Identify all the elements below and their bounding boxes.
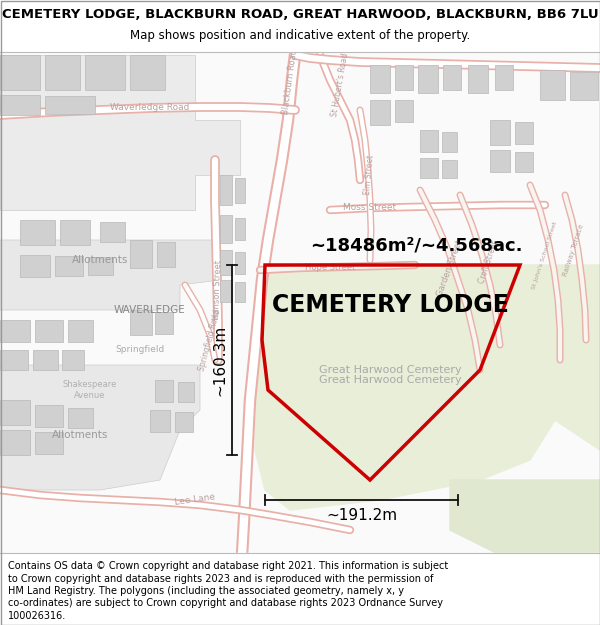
Text: CEMETERY LODGE: CEMETERY LODGE: [272, 293, 508, 317]
Text: Allotments: Allotments: [72, 255, 128, 265]
Text: Hope Street: Hope Street: [305, 262, 355, 271]
Text: Lee Lane: Lee Lane: [174, 492, 216, 508]
Bar: [130, 310, 152, 335]
Bar: [370, 100, 390, 125]
Bar: [420, 130, 438, 152]
Text: WAVERLEDGE: WAVERLEDGE: [114, 305, 186, 315]
Text: ~18486m²/~4.568ac.: ~18486m²/~4.568ac.: [310, 236, 523, 254]
Bar: [155, 312, 173, 334]
Bar: [33, 350, 58, 370]
Text: Allotments: Allotments: [52, 430, 108, 440]
Polygon shape: [255, 265, 555, 510]
Bar: [0, 430, 30, 455]
Bar: [515, 152, 533, 172]
Bar: [0, 55, 40, 90]
Bar: [20, 220, 55, 245]
Text: Springfield: Springfield: [115, 346, 164, 354]
Bar: [420, 158, 438, 178]
Bar: [570, 72, 598, 100]
Text: Contains OS data © Crown copyright and database right 2021. This information is : Contains OS data © Crown copyright and d…: [8, 561, 448, 571]
Text: St Hubert's Road: St Hubert's Road: [330, 52, 350, 118]
Text: ~191.2m: ~191.2m: [326, 509, 397, 524]
Bar: [235, 282, 245, 302]
Text: St John's School Street: St John's School Street: [532, 221, 559, 289]
Text: Map shows position and indicative extent of the property.: Map shows position and indicative extent…: [130, 29, 470, 42]
Bar: [35, 405, 63, 427]
Bar: [540, 70, 565, 100]
Bar: [88, 257, 113, 275]
Bar: [130, 240, 152, 268]
Text: Croft Street: Croft Street: [477, 239, 499, 284]
Bar: [220, 280, 232, 302]
Bar: [0, 320, 30, 342]
Bar: [45, 96, 95, 114]
Bar: [395, 100, 413, 122]
Text: Great Harwood Cemetery: Great Harwood Cemetery: [319, 375, 461, 385]
Bar: [442, 160, 457, 178]
Bar: [490, 120, 510, 145]
Bar: [60, 220, 90, 245]
Bar: [157, 242, 175, 267]
Bar: [20, 255, 50, 277]
Bar: [55, 256, 83, 276]
Bar: [220, 215, 232, 243]
Polygon shape: [0, 55, 240, 210]
Bar: [62, 350, 84, 370]
Text: Hanson Street: Hanson Street: [212, 260, 224, 320]
Bar: [220, 175, 232, 205]
Bar: [0, 95, 40, 115]
Polygon shape: [520, 265, 600, 450]
Bar: [68, 408, 93, 428]
Bar: [155, 380, 173, 402]
Text: Moss Street: Moss Street: [343, 202, 397, 211]
Text: Great Harwood Cemetery: Great Harwood Cemetery: [319, 365, 461, 375]
Text: Springfield Road: Springfield Road: [197, 308, 223, 372]
Bar: [468, 65, 488, 93]
Bar: [0, 52, 600, 553]
Bar: [178, 382, 194, 402]
Bar: [35, 320, 63, 342]
Bar: [130, 55, 165, 90]
Text: Railway Terrace: Railway Terrace: [563, 223, 585, 277]
Bar: [45, 55, 80, 90]
Bar: [515, 122, 533, 144]
Bar: [68, 320, 93, 342]
Bar: [235, 218, 245, 240]
Bar: [220, 250, 232, 275]
Text: to Crown copyright and database rights 2023 and is reproduced with the permissio: to Crown copyright and database rights 2…: [8, 574, 433, 584]
Bar: [370, 65, 390, 93]
Bar: [490, 150, 510, 172]
Bar: [150, 410, 170, 432]
Polygon shape: [0, 240, 220, 310]
Bar: [100, 222, 125, 242]
Bar: [0, 553, 600, 625]
Bar: [0, 400, 30, 425]
Text: ~160.3m: ~160.3m: [212, 324, 227, 396]
Text: Waverledge Road: Waverledge Road: [110, 104, 190, 112]
Bar: [418, 65, 438, 93]
Text: HM Land Registry. The polygons (including the associated geometry, namely x, y: HM Land Registry. The polygons (includin…: [8, 586, 404, 596]
Polygon shape: [450, 480, 600, 555]
Polygon shape: [0, 365, 200, 490]
Bar: [443, 65, 461, 90]
Bar: [395, 65, 413, 90]
Text: 100026316.: 100026316.: [8, 611, 66, 621]
Bar: [495, 65, 513, 90]
Text: Elm Street: Elm Street: [363, 154, 375, 196]
Text: Blackburn Road: Blackburn Road: [281, 49, 299, 116]
Text: CEMETERY LODGE, BLACKBURN ROAD, GREAT HARWOOD, BLACKBURN, BB6 7LU: CEMETERY LODGE, BLACKBURN ROAD, GREAT HA…: [2, 8, 598, 21]
Bar: [0, 350, 28, 370]
Text: Garden Street: Garden Street: [436, 239, 464, 298]
Bar: [35, 432, 63, 454]
Text: co-ordinates) are subject to Crown copyright and database rights 2023 Ordnance S: co-ordinates) are subject to Crown copyr…: [8, 599, 443, 609]
Bar: [235, 178, 245, 203]
Bar: [175, 412, 193, 432]
Text: Shakespeare
Avenue: Shakespeare Avenue: [63, 380, 117, 400]
Bar: [0, 0, 600, 52]
Bar: [442, 132, 457, 152]
Bar: [235, 252, 245, 274]
Bar: [85, 55, 125, 90]
